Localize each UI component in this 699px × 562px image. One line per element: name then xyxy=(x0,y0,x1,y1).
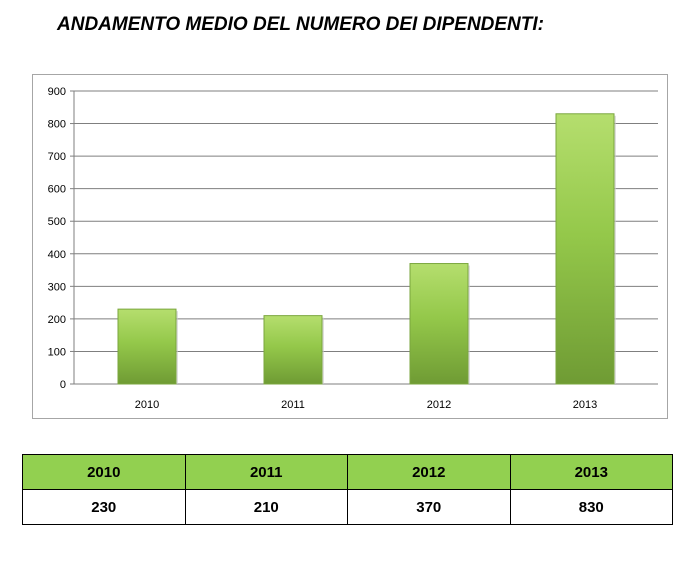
y-tick-label-100: 100 xyxy=(48,346,66,358)
y-tick-label-0: 0 xyxy=(60,379,66,391)
x-tick-label-2010: 2010 xyxy=(135,399,159,411)
table-value-cell-2013: 830 xyxy=(509,489,673,525)
bar-2013 xyxy=(555,113,615,385)
y-tick-label-800: 800 xyxy=(48,119,66,131)
x-tick-label-2012: 2012 xyxy=(427,399,451,411)
chart-area: 0 100 200 300 400 500 600 700 800 900 2010 2011 2012… xyxy=(32,74,668,419)
table-value-cell-2011: 210 xyxy=(184,489,348,525)
table-header-cell-2010: 2010 xyxy=(22,454,186,490)
table-header-cell-2012: 2012 xyxy=(347,454,511,490)
table-header-cell-2013: 2013 xyxy=(509,454,673,490)
y-tick-label-500: 500 xyxy=(48,216,66,228)
table-header-cell-2011: 2011 xyxy=(184,454,348,490)
chart-heading: ANDAMENTO MEDIO DEL NUMERO DEI DIPENDENT… xyxy=(57,14,544,35)
bar-2010 xyxy=(117,308,177,385)
y-tick-label-600: 600 xyxy=(48,184,66,196)
data-table: 2010 2011 2012 2013 230 210 370 830 xyxy=(22,454,673,525)
y-tick-label-400: 400 xyxy=(48,249,66,261)
x-tick-label-2011: 2011 xyxy=(281,399,305,411)
table-value-cell-2010: 230 xyxy=(22,489,186,525)
y-tick-label-700: 700 xyxy=(48,151,66,163)
table-value-row: 230 210 370 830 xyxy=(22,489,673,525)
table-header-row: 2010 2011 2012 2013 xyxy=(22,454,673,490)
y-tick-label-200: 200 xyxy=(48,314,66,326)
x-tick-label-2013: 2013 xyxy=(573,399,597,411)
bar-2012 xyxy=(409,263,469,385)
y-tick-label-900: 900 xyxy=(48,86,66,98)
bar-chart: 0 100 200 300 400 500 600 700 800 900 2010 2011 2012… xyxy=(48,86,658,411)
y-tick-label-300: 300 xyxy=(48,281,66,293)
bar-2011 xyxy=(263,315,323,385)
table-value-cell-2012: 370 xyxy=(347,489,511,525)
